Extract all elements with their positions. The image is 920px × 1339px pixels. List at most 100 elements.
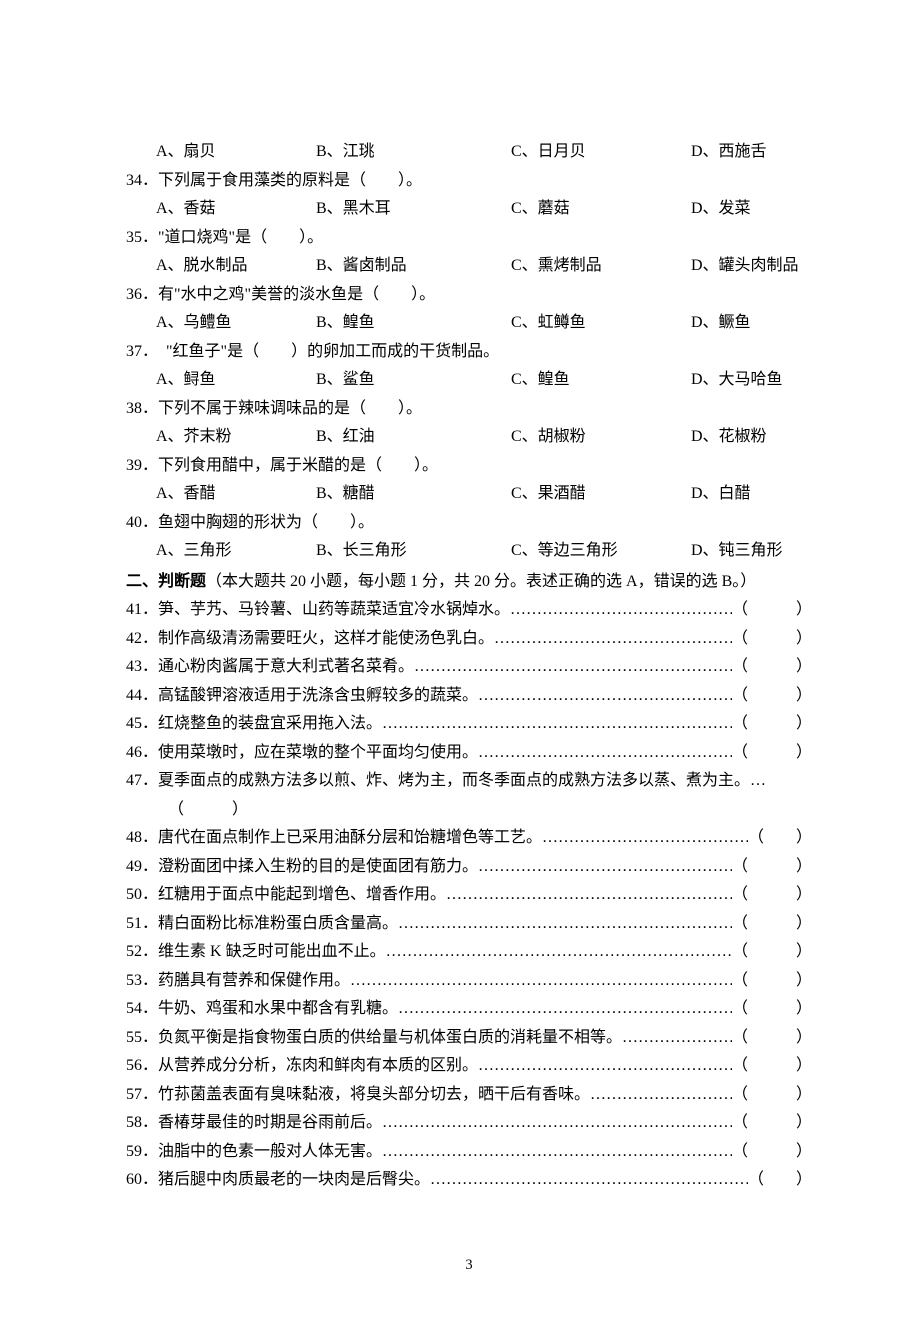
q44: 44． 高锰酸钾溶液适用于洗涤含虫孵较多的蔬菜。 ………………………………………… xyxy=(126,682,812,711)
q36-opt-c: C、虹鳟鱼 xyxy=(511,309,691,338)
q51-num: 51． xyxy=(126,910,158,939)
q35-stem: 35．"道口烧鸡"是（ ）。 xyxy=(126,224,812,253)
q34-opt-d: D、发菜 xyxy=(691,195,751,224)
q37-opt-b: B、鲨鱼 xyxy=(316,366,511,395)
q57: 57． 竹荪菌盖表面有臭味黏液，将臭头部分切去，晒干后有香味。 ……………………… xyxy=(126,1081,812,1110)
q45-text: 红烧整鱼的装盘宜采用拖入法。 xyxy=(158,710,382,739)
q38-opt-b: B、红油 xyxy=(316,423,511,452)
answer-blank: （ ） xyxy=(732,938,812,967)
section-2-desc: （本大题共 20 小题，每小题 1 分，共 20 分。表述正确的选 A，错误的选… xyxy=(206,573,756,590)
q54-text: 牛奶、鸡蛋和水果中都含有乳糖。 xyxy=(158,995,398,1024)
section-2-heading: 二、判断题（本大题共 20 小题，每小题 1 分，共 20 分。表述正确的选 A… xyxy=(126,568,812,597)
leader-dots: …………………………………………………………………………………………………………… xyxy=(382,1109,732,1138)
answer-blank: （ ） xyxy=(732,1081,812,1110)
q43-num: 43． xyxy=(126,653,158,682)
q45-num: 45． xyxy=(126,710,158,739)
q50: 50． 红糖用于面点中能起到增色、增香作用。 ……………………………………………… xyxy=(126,881,812,910)
answer-blank: （ ） xyxy=(732,682,812,711)
q35-opt-a: A、脱水制品 xyxy=(156,252,316,281)
leader-dots: …………………………………………………………………………………………………………… xyxy=(510,596,732,625)
answer-blank: （ ） xyxy=(732,967,812,996)
answer-blank: （ ） xyxy=(732,881,812,910)
answer-blank: （ ） xyxy=(732,1138,812,1167)
answer-blank: （ ） xyxy=(732,910,812,939)
q34-opt-c: C、蘑菇 xyxy=(511,195,691,224)
q39-opt-d: D、白醋 xyxy=(691,480,751,509)
q39-options: A、香醋 B、糖醋 C、果酒醋 D、白醋 xyxy=(126,480,812,509)
q59: 59． 油脂中的色素一般对人体无害。 ………………………………………………………… xyxy=(126,1138,812,1167)
leader-dots: …………………………………………………………………………………………………………… xyxy=(622,1024,732,1053)
q43-text: 通心粉肉酱属于意大利式著名菜肴。 xyxy=(158,653,414,682)
q37-opt-c: C、鳇鱼 xyxy=(511,366,691,395)
q54: 54． 牛奶、鸡蛋和水果中都含有乳糖。 ……………………………………………………… xyxy=(126,995,812,1024)
q37-opt-d: D、大马哈鱼 xyxy=(691,366,783,395)
q48-num: 48． xyxy=(126,824,158,853)
q55: 55． 负氮平衡是指食物蛋白质的供给量与机体蛋白质的消耗量不相等。 ………………… xyxy=(126,1024,812,1053)
q39-opt-a: A、香醋 xyxy=(156,480,316,509)
answer-blank: （ ） xyxy=(732,739,812,768)
q44-num: 44． xyxy=(126,682,158,711)
q54-num: 54． xyxy=(126,995,158,1024)
q56: 56． 从营养成分分析，冻肉和鲜肉有本质的区别。 ………………………………………… xyxy=(126,1052,812,1081)
q40-opt-a: A、三角形 xyxy=(156,537,316,566)
leader-dots: …………………………………………………………………………………………………………… xyxy=(414,653,732,682)
q60-text: 猪后腿中肉质最老的一块肉是后臀尖。 xyxy=(158,1166,430,1195)
q36-opt-d: D、鳜鱼 xyxy=(691,309,751,338)
leader-dots: …………………………………………………………………………………………………………… xyxy=(590,1081,732,1110)
q34-options: A、香菇 B、黑木耳 C、蘑菇 D、发菜 xyxy=(126,195,812,224)
q33-opt-a: A、扇贝 xyxy=(156,138,316,167)
q47-line2: （ ） xyxy=(126,796,812,825)
leader-dots: …………………………………………………………………………………………………………… xyxy=(430,1166,748,1195)
q47-line1: 47．夏季面点的成熟方法多以煎、炸、烤为主，而冬季面点的成熟方法多以蒸、煮为主。… xyxy=(126,767,812,796)
leader-dots: …………………………………………………………………………………………………………… xyxy=(398,910,732,939)
leader-dots: …………………………………………………………………………………………………………… xyxy=(478,1052,732,1081)
q58: 58． 香椿芽最佳的时期是谷雨前后。 ………………………………………………………… xyxy=(126,1109,812,1138)
q56-text: 从营养成分分析，冻肉和鲜肉有本质的区别。 xyxy=(158,1052,478,1081)
page-number: 3 xyxy=(126,1251,812,1280)
leader-dots: …………………………………………………………………………………………………………… xyxy=(494,625,732,654)
section-2-label: 二、判断题 xyxy=(126,573,206,590)
leader-dots: …………………………………………………………………………………………………………… xyxy=(478,739,732,768)
q37-stem: 37． "红鱼子"是（ ）的卵加工而成的干货制品。 xyxy=(126,338,812,367)
q34-opt-a: A、香菇 xyxy=(156,195,316,224)
q33-opt-d: D、西施舌 xyxy=(691,138,767,167)
q39-opt-b: B、糖醋 xyxy=(316,480,511,509)
q46-text: 使用菜墩时，应在菜墩的整个平面均匀使用。 xyxy=(158,739,478,768)
answer-blank: （ ） xyxy=(732,853,812,882)
answer-blank: （ ） xyxy=(748,1166,812,1195)
leader-dots: …………………………………………………………………………………………………………… xyxy=(382,1138,732,1167)
q41: 41． 笋、芋艿、马铃薯、山药等蔬菜适宜冷水锅焯水。 …………………………………… xyxy=(126,596,812,625)
q40-stem: 40．鱼翅中胸翅的形状为（ ）。 xyxy=(126,509,812,538)
q36-options: A、乌鳢鱼 B、鳇鱼 C、虹鳟鱼 D、鳜鱼 xyxy=(126,309,812,338)
answer-blank: （ ） xyxy=(748,824,812,853)
q56-num: 56． xyxy=(126,1052,158,1081)
q51: 51． 精白面粉比标准粉蛋白质含量高。 ……………………………………………………… xyxy=(126,910,812,939)
q37-opt-a: A、鲟鱼 xyxy=(156,366,316,395)
q52: 52． 维生素 K 缺乏时可能出血不止。 …………………………………………………… xyxy=(126,938,812,967)
leader-dots: …………………………………………………………………………………………………………… xyxy=(478,682,732,711)
q35-opt-c: C、熏烤制品 xyxy=(511,252,691,281)
q49: 49． 澄粉面团中揉入生粉的目的是使面团有筋力。 ………………………………………… xyxy=(126,853,812,882)
q53: 53． 药膳具有营养和保健作用。 ……………………………………………………………… xyxy=(126,967,812,996)
answer-blank: （ ） xyxy=(732,596,812,625)
q39-opt-c: C、果酒醋 xyxy=(511,480,691,509)
q49-num: 49． xyxy=(126,853,158,882)
q51-text: 精白面粉比标准粉蛋白质含量高。 xyxy=(158,910,398,939)
answer-blank: （ ） xyxy=(732,995,812,1024)
q38-opt-a: A、芥末粉 xyxy=(156,423,316,452)
q55-num: 55． xyxy=(126,1024,158,1053)
leader-dots: …………………………………………………………………………………………………………… xyxy=(386,938,732,967)
q38-opt-d: D、花椒粉 xyxy=(691,423,767,452)
q38-options: A、芥末粉 B、红油 C、胡椒粉 D、花椒粉 xyxy=(126,423,812,452)
q42: 42． 制作高级清汤需要旺火，这样才能使汤色乳白。 ……………………………………… xyxy=(126,625,812,654)
leader-dots: …………………………………………………………………………………………………………… xyxy=(398,995,732,1024)
q37-options: A、鲟鱼 B、鲨鱼 C、鳇鱼 D、大马哈鱼 xyxy=(126,366,812,395)
q42-text: 制作高级清汤需要旺火，这样才能使汤色乳白。 xyxy=(158,625,494,654)
answer-blank: （ ） xyxy=(732,1109,812,1138)
q53-num: 53． xyxy=(126,967,158,996)
q40-opt-b: B、长三角形 xyxy=(316,537,511,566)
q41-text: 笋、芋艿、马铃薯、山药等蔬菜适宜冷水锅焯水。 xyxy=(158,596,510,625)
q33-opt-c: C、日月贝 xyxy=(511,138,691,167)
q50-num: 50． xyxy=(126,881,158,910)
q46-num: 46． xyxy=(126,739,158,768)
